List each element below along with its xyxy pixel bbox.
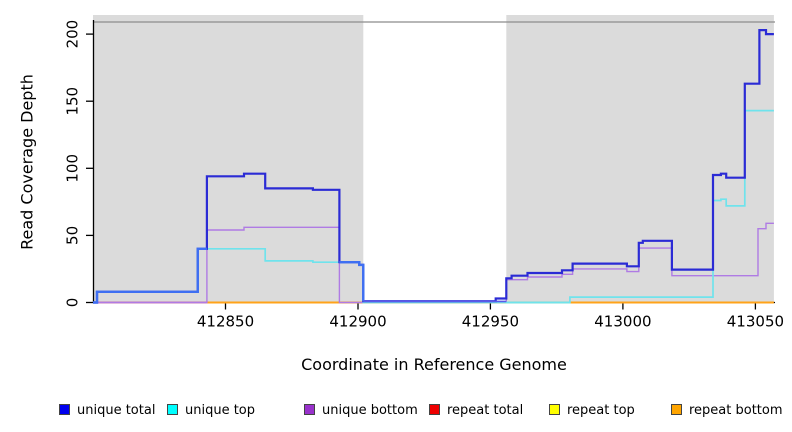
legend-item-unique-total: unique total — [59, 400, 156, 418]
y-tick-label: 0 — [64, 298, 82, 308]
x-tick-label: 413000 — [594, 313, 651, 331]
y-tick-label: 200 — [64, 20, 82, 49]
legend-label: repeat total — [447, 403, 524, 418]
legend-label: unique top — [185, 403, 256, 418]
series-unique-bottom — [93, 222, 774, 304]
x-tick-label: 413050 — [727, 313, 784, 331]
y-tick-label: 100 — [64, 154, 82, 183]
y-axis-title: Read Coverage Depth — [17, 74, 37, 250]
legend-label: repeat bottom — [689, 403, 783, 418]
plot-legend: unique total unique top unique bottom repea… — [0, 400, 792, 422]
series-unique-total — [93, 29, 774, 304]
x-axis-title: Coordinate in Reference Genome — [301, 355, 567, 374]
legend-item-unique-top: unique top — [167, 400, 256, 418]
legend-item-repeat-bottom: repeat bottom — [671, 400, 783, 418]
legend-item-repeat-top: repeat top — [549, 400, 635, 418]
coverage-plot-canvas: 412850 412900 412950 413000 413050 0 50 100 150 2… — [64, 15, 784, 331]
legend-swatch-icon — [549, 404, 560, 415]
legend-swatch-icon — [304, 404, 315, 415]
x-tick-label: 412950 — [462, 313, 519, 331]
series-unique-total-over-unique-top-overlap-highlight-mid- — [339, 261, 365, 302]
y-tick-label: 50 — [64, 226, 82, 245]
legend-swatch-icon — [59, 404, 70, 415]
shaded-region — [93, 15, 364, 303]
x-tick-label: 412850 — [197, 313, 254, 331]
legend-label: unique total — [77, 403, 156, 418]
series-unique-total-over-unique-top-overlap-highlight-left- — [93, 247, 207, 304]
legend-label: repeat top — [567, 403, 635, 418]
legend-item-unique-bottom: unique bottom — [304, 400, 418, 418]
legend-swatch-icon — [429, 404, 440, 415]
legend-swatch-icon — [167, 404, 178, 415]
legend-item-repeat-total: repeat total — [429, 400, 524, 418]
x-tick-label: 412900 — [329, 313, 386, 331]
shaded-region — [506, 15, 774, 303]
legend-label: unique bottom — [322, 403, 418, 418]
legend-swatch-icon — [671, 404, 682, 415]
y-tick-label: 150 — [64, 87, 82, 116]
